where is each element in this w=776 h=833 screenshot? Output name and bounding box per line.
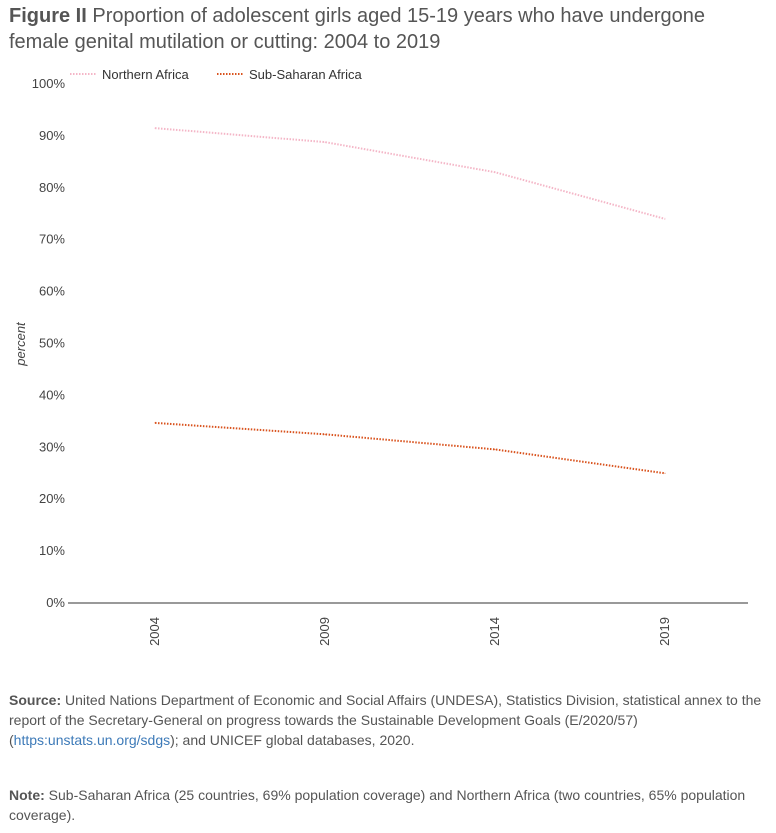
source-note: Source: United Nations Department of Eco… — [9, 690, 769, 750]
line-chart: Northern Africa Sub-Saharan Africa 0% 10% 2… — [13, 67, 748, 646]
data-point — [324, 433, 326, 435]
source-label: Source: — [9, 692, 62, 708]
y-tick-label: 30% — [39, 439, 65, 454]
y-tick-label: 100% — [32, 76, 66, 91]
x-tick-label: 2004 — [147, 617, 162, 646]
series-lines — [154, 127, 666, 475]
data-point — [664, 472, 666, 474]
y-tick-label: 80% — [39, 180, 65, 195]
y-tick-label: 50% — [39, 336, 65, 351]
data-point — [494, 448, 496, 450]
y-tick-label: 20% — [39, 491, 65, 506]
data-point — [324, 141, 326, 143]
y-axis-label: percent — [13, 321, 28, 367]
series-line-northern-africa — [154, 127, 666, 220]
x-tick-label: 2014 — [487, 617, 502, 646]
data-point — [494, 171, 496, 173]
legend: Northern Africa Sub-Saharan Africa — [70, 67, 363, 82]
y-tick-label: 0% — [46, 595, 65, 610]
x-tick-label: 2009 — [317, 617, 332, 646]
data-point — [664, 218, 666, 220]
y-tick-label: 10% — [39, 543, 65, 558]
data-point — [154, 127, 156, 129]
figure-label: Figure II — [9, 5, 87, 27]
source-link[interactable]: https:unstats.un.org/sdgs — [13, 732, 171, 748]
source-text: United Nations Department of Economic an… — [9, 692, 762, 748]
note: Note: Sub-Saharan Africa (25 countries, … — [9, 785, 769, 825]
legend-label: Sub-Saharan Africa — [249, 67, 363, 82]
y-tick-label: 60% — [39, 284, 65, 299]
x-axis: 2004 2009 2014 2019 — [68, 602, 748, 646]
chart-title: Figure II Proportion of adolescent girls… — [9, 3, 769, 55]
x-tick-label: 2019 — [657, 617, 672, 646]
title-text: Proportion of adolescent girls aged 15-1… — [9, 5, 705, 53]
series-line-sub-saharan-africa — [154, 421, 666, 475]
y-tick-label: 90% — [39, 128, 65, 143]
data-point — [154, 422, 156, 424]
note-label: Note: — [9, 787, 45, 803]
note-text: Sub-Saharan Africa (25 countries, 69% po… — [9, 787, 746, 823]
legend-label: Northern Africa — [102, 67, 189, 82]
source-text-end: ); and UNICEF global databases, 2020. — [170, 732, 415, 748]
y-tick-label: 40% — [39, 387, 65, 402]
y-tick-label: 70% — [39, 232, 65, 247]
y-axis: 0% 10% 20% 30% 40% 50% 60% 70% 80% 90% 100% — [32, 76, 66, 610]
